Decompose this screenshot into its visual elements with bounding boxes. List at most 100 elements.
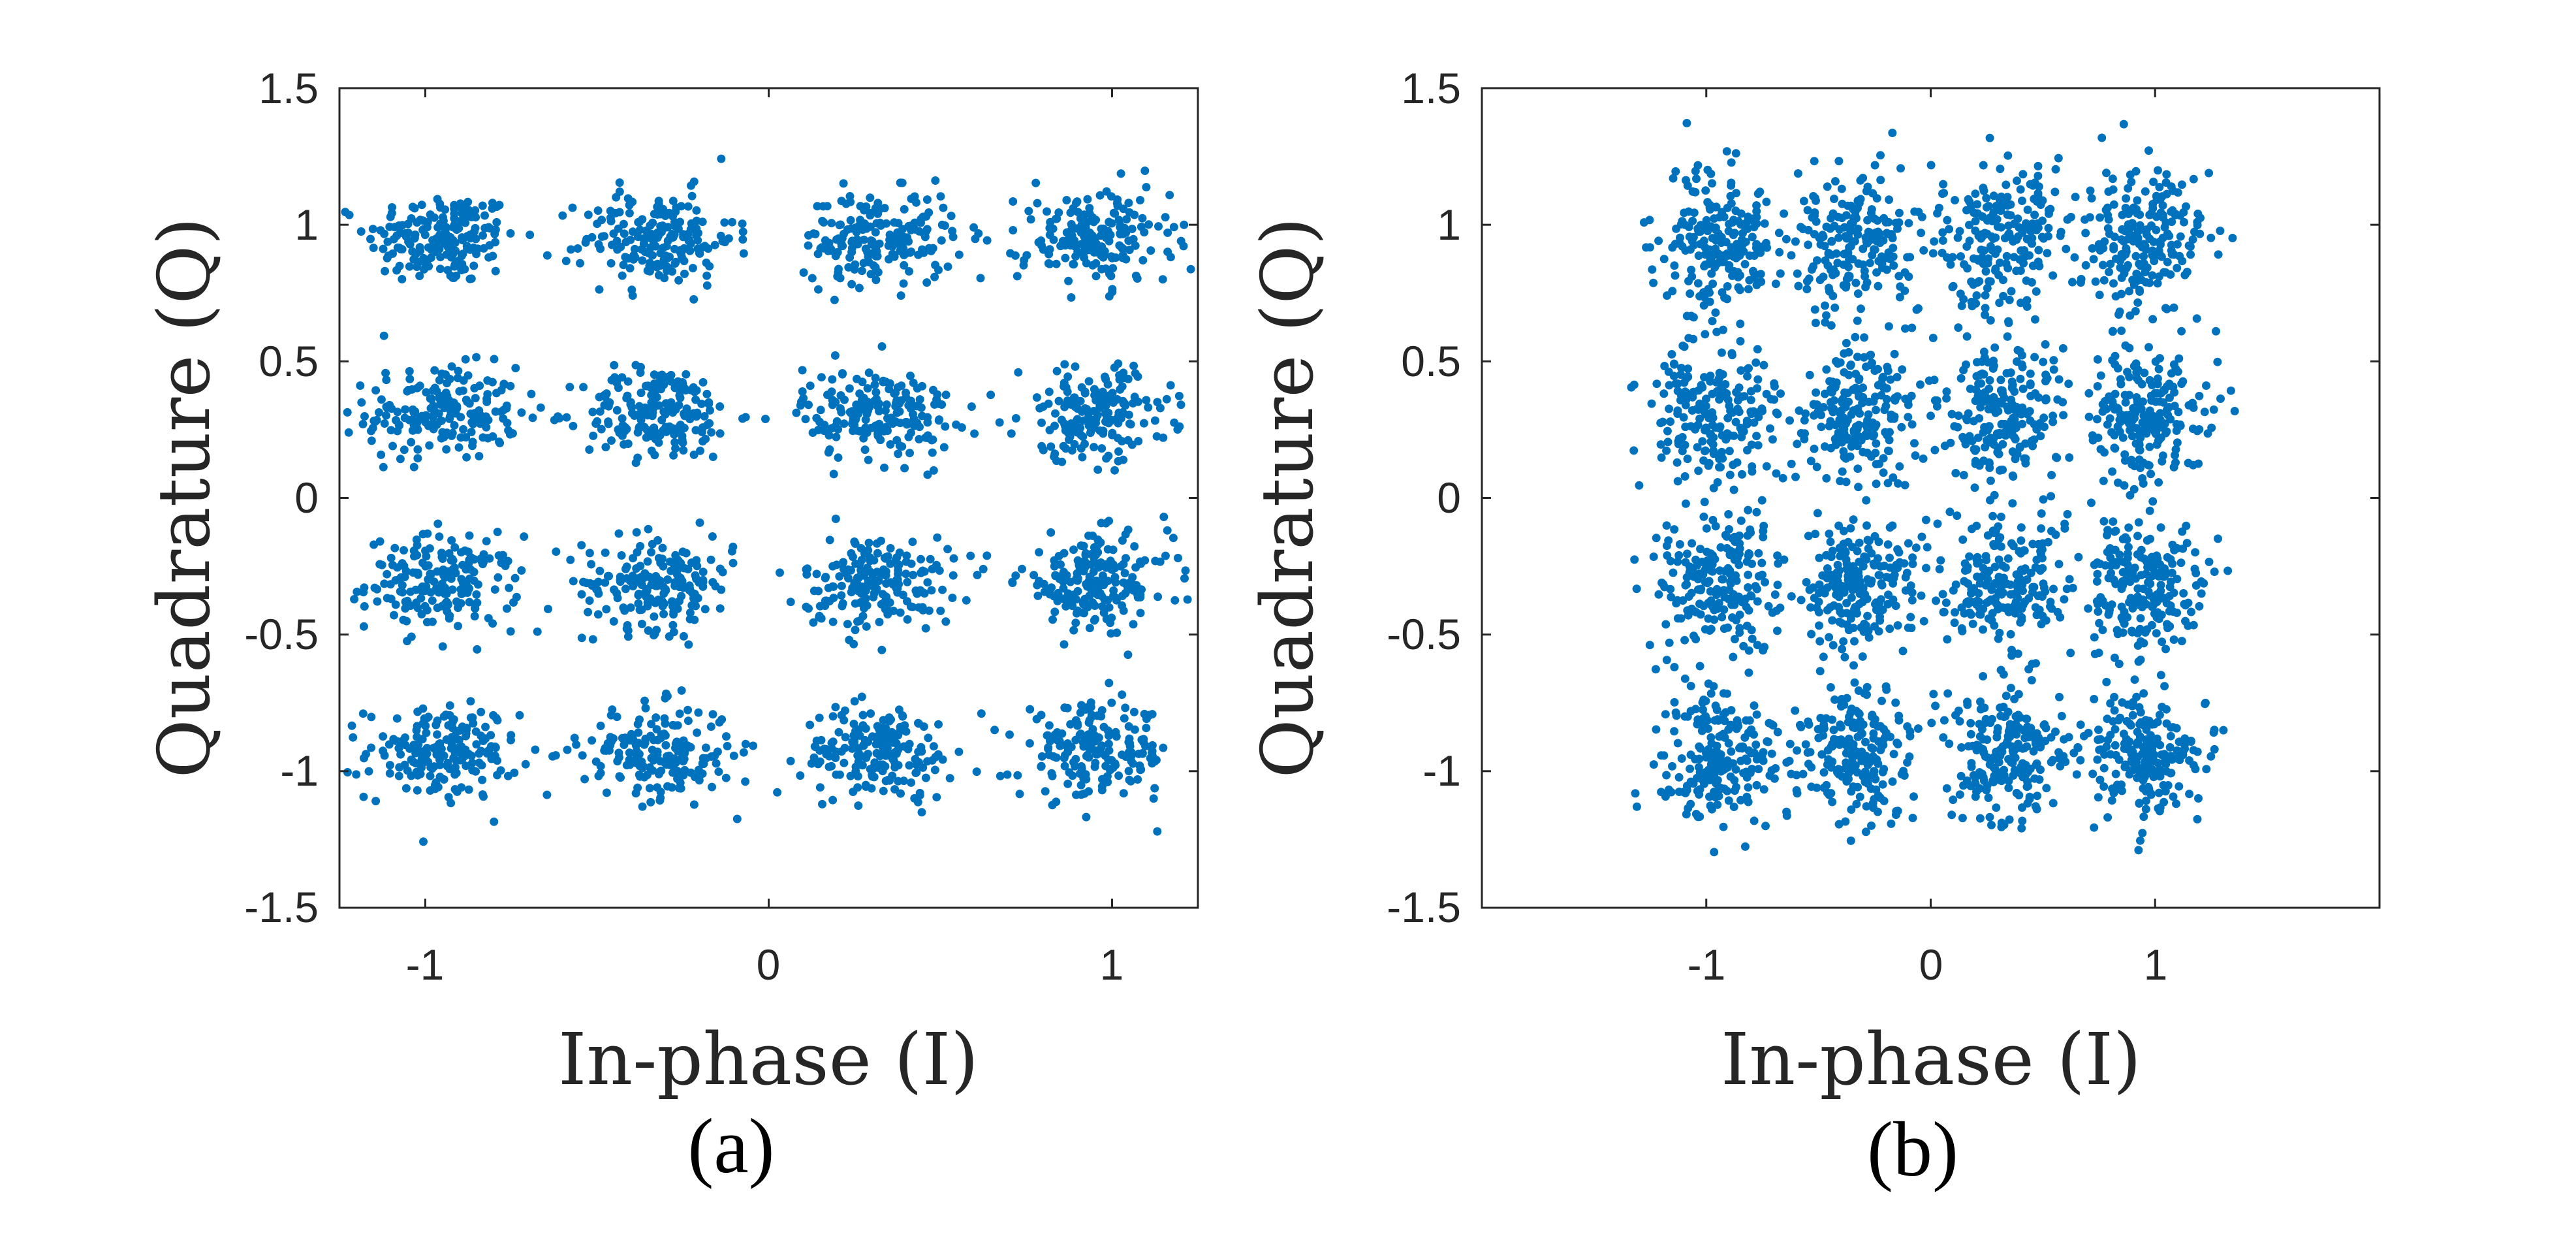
scatter-point [477, 761, 486, 770]
scatter-point [1119, 455, 1128, 464]
scatter-point [1766, 424, 1774, 433]
scatter-point [1772, 469, 1781, 478]
scatter-point [659, 609, 668, 618]
scatter-point [1673, 387, 1682, 396]
scatter-point [1003, 770, 1012, 779]
scatter-point [1814, 733, 1823, 743]
ytick-label: -0.5 [244, 610, 319, 658]
scatter-point [912, 768, 921, 777]
scatter-point [1092, 216, 1101, 225]
scatter-point [1670, 697, 1679, 707]
scatter-point [683, 202, 693, 211]
scatter-point [1812, 388, 1821, 397]
scatter-point [1898, 365, 1907, 374]
scatter-point [824, 583, 833, 592]
scatter-point [1796, 223, 1805, 232]
scatter-point [856, 752, 866, 761]
scatter-point [1681, 581, 1690, 590]
scatter-point [1085, 624, 1094, 633]
scatter-point [1876, 151, 1885, 160]
xtick-label: 0 [757, 940, 781, 989]
scatter-point [1938, 248, 1947, 257]
scatter-point [1725, 569, 1735, 578]
scatter-point [1995, 298, 2004, 308]
scatter-point [708, 710, 717, 719]
scatter-point [902, 417, 911, 426]
scatter-point [1851, 761, 1860, 770]
scatter-point [594, 577, 603, 586]
scatter-point [694, 229, 702, 238]
scatter-point [1697, 557, 1706, 566]
scatter-point [471, 206, 480, 215]
scatter-point [1051, 409, 1060, 418]
scatter-point [1815, 667, 1825, 676]
scatter-point [450, 731, 460, 740]
scatter-point [931, 176, 940, 185]
scatter-point [1020, 255, 1029, 264]
scatter-point [841, 733, 850, 742]
scatter-point [668, 424, 677, 433]
scatter-point [1868, 752, 1877, 761]
scatter-point [1872, 406, 1880, 415]
scatter-point [875, 407, 884, 416]
scatter-point [1162, 394, 1171, 404]
scatter-point [1823, 182, 1832, 191]
scatter-point [1674, 773, 1684, 782]
scatter-point [1696, 744, 1705, 753]
scatter-point [2043, 249, 2052, 258]
scatter-point [1076, 430, 1086, 440]
scatter-point [565, 383, 574, 392]
scatter-point [418, 530, 428, 539]
scatter-point [1757, 558, 1767, 568]
scatter-point [1125, 739, 1134, 748]
scatter-point [732, 814, 742, 824]
scatter-point [691, 426, 700, 435]
scatter-point [620, 741, 629, 749]
scatter-point [1849, 577, 1859, 586]
scatter-point [706, 406, 714, 415]
scatter-point [462, 453, 471, 462]
scatter-point [1805, 370, 1814, 379]
scatter-point [1776, 603, 1785, 613]
scatter-point [1856, 432, 1865, 441]
scatter-point [717, 154, 726, 163]
scatter-point [806, 381, 815, 391]
scatter-point [1930, 237, 1939, 246]
scatter-point [827, 761, 836, 771]
scatter-point [831, 703, 840, 712]
scatter-point [1041, 787, 1050, 796]
scatter-point [872, 394, 881, 404]
scatter-point [478, 775, 487, 784]
scatter-point [1099, 429, 1108, 438]
scatter-point [383, 237, 392, 246]
scatter-point [515, 711, 524, 720]
scatter-point [1680, 712, 1689, 721]
scatter-point [415, 381, 424, 391]
scatter-point [1884, 248, 1893, 257]
scatter-point [1838, 645, 1847, 654]
scatter-point [1723, 786, 1732, 795]
scatter-point [974, 229, 983, 238]
scatter-point [1873, 807, 1882, 816]
scatter-point [625, 264, 635, 273]
scatter-point [1721, 530, 1730, 539]
scatter-point [1712, 327, 1721, 336]
scatter-point [1737, 432, 1746, 441]
scatter-point [845, 192, 855, 200]
scatter-point [458, 386, 467, 395]
scatter-point [435, 264, 445, 274]
scatter-point [1033, 199, 1042, 208]
scatter-point [445, 701, 454, 710]
scatter-point [1795, 406, 1804, 415]
scatter-point [1048, 615, 1057, 624]
scatter-point [1729, 652, 1738, 662]
scatter-point [1700, 262, 1709, 271]
scatter-point [597, 232, 606, 241]
scatter-point [582, 579, 591, 588]
scatter-point [851, 240, 860, 249]
scatter-point [520, 532, 529, 541]
scatter-point [1063, 747, 1073, 756]
scatter-point [932, 793, 941, 802]
scatter-point [1829, 726, 1838, 735]
scatter-point [1883, 362, 1892, 372]
